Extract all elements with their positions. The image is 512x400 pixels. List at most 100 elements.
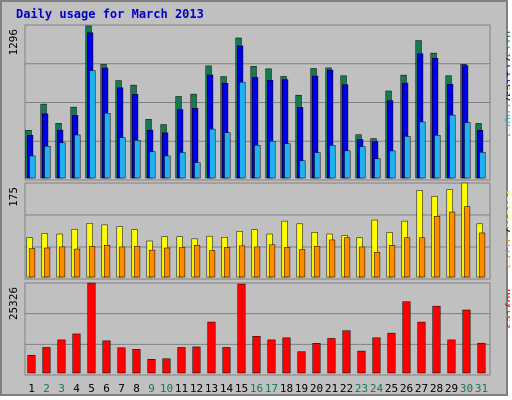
bar-pages (449, 114, 456, 179)
bar-sites (73, 248, 81, 278)
bar-pages (299, 160, 306, 179)
bar-sites (133, 246, 141, 278)
day-label: 21 (325, 382, 338, 395)
bar-kbytes (102, 340, 111, 374)
day-label: 31 (475, 382, 488, 395)
day-label: 17 (265, 382, 278, 395)
bar-sites (478, 232, 486, 278)
bar-pages (314, 152, 321, 179)
bar-sites (58, 246, 66, 278)
bar-sites (148, 249, 156, 278)
legend-label-kbytes: KBytes (504, 289, 510, 329)
bar-pages (239, 81, 246, 179)
day-label: 5 (88, 382, 95, 395)
bar-pages (74, 134, 81, 179)
day-label: 9 (148, 382, 155, 395)
day-label: 30 (460, 382, 473, 395)
y-max-label: 175 (7, 187, 20, 207)
bar-kbytes (162, 358, 171, 374)
bar-pages (434, 135, 441, 179)
bar-sites (268, 244, 276, 278)
bar-kbytes (297, 351, 306, 374)
legend-separator: / (504, 97, 510, 104)
day-label: 1 (28, 382, 35, 395)
day-label: 4 (73, 382, 80, 395)
bar-sites (163, 247, 171, 278)
bar-kbytes (282, 337, 291, 374)
legend-label-hits: Hits (504, 31, 510, 58)
day-label: 10 (160, 382, 173, 395)
bar-kbytes (462, 309, 471, 374)
bar-pages (29, 155, 36, 179)
bar-pages (329, 145, 336, 179)
bar-sites (388, 245, 396, 278)
bar-sites (463, 206, 471, 278)
bar-kbytes (117, 347, 126, 374)
bar-kbytes (387, 332, 396, 374)
bar-sites (373, 252, 381, 278)
bar-kbytes (42, 347, 51, 374)
day-label: 26 (400, 382, 413, 395)
bar-pages (254, 145, 261, 179)
day-label: 12 (190, 382, 203, 395)
bar-pages (224, 132, 231, 179)
bar-pages (194, 162, 201, 179)
bar-sites (328, 239, 336, 278)
bar-sites (298, 249, 306, 278)
bar-sites (193, 245, 201, 278)
bar-sites (223, 247, 231, 278)
y-max-label: 1296 (7, 29, 20, 56)
bar-pages (149, 151, 156, 179)
bar-pages (119, 137, 126, 179)
bar-kbytes (27, 354, 36, 374)
bar-pages (344, 150, 351, 179)
bar-sites (433, 216, 441, 278)
bar-pages (59, 142, 66, 179)
legend-label-sites: Sites (504, 235, 510, 268)
bar-pages (209, 128, 216, 179)
bar-kbytes (237, 283, 246, 374)
bar-pages (419, 121, 426, 179)
bar-kbytes (72, 333, 81, 374)
bar-kbytes (267, 339, 276, 374)
day-label: 7 (118, 382, 125, 395)
bar-kbytes (192, 346, 201, 374)
bar-sites (313, 246, 321, 278)
bar-sites (43, 247, 51, 278)
legend-top: Hits/Files/Pages (504, 31, 510, 137)
legend-bottom: KBytes (504, 289, 510, 329)
day-label: 11 (175, 382, 188, 395)
bar-pages (134, 140, 141, 179)
legend-label-visits: Visits (504, 189, 510, 229)
bar-sites (358, 246, 366, 278)
bar-sites (238, 245, 246, 278)
bar-pages (179, 152, 186, 179)
bar-kbytes (252, 335, 261, 374)
bar-pages (44, 145, 51, 179)
bar-kbytes (87, 282, 96, 374)
day-label: 15 (235, 382, 248, 395)
bar-kbytes (327, 338, 336, 374)
bar-sites (403, 237, 411, 278)
day-label: 22 (340, 382, 353, 395)
day-label: 28 (430, 382, 443, 395)
bar-kbytes (477, 342, 486, 374)
bar-kbytes (147, 359, 156, 374)
day-label: 25 (385, 382, 398, 395)
bar-sites (448, 211, 456, 278)
bar-kbytes (132, 349, 141, 374)
bar-sites (208, 250, 216, 278)
bar-kbytes (177, 347, 186, 374)
bar-pages (389, 150, 396, 179)
bar-pages (89, 70, 96, 179)
day-label: 16 (250, 382, 263, 395)
bar-kbytes (57, 339, 66, 374)
bar-kbytes (342, 330, 351, 374)
day-label: 6 (103, 382, 110, 395)
bar-sites (28, 248, 36, 278)
bar-kbytes (447, 339, 456, 374)
bar-pages (404, 136, 411, 179)
day-label: 27 (415, 382, 428, 395)
bar-pages (104, 113, 111, 179)
